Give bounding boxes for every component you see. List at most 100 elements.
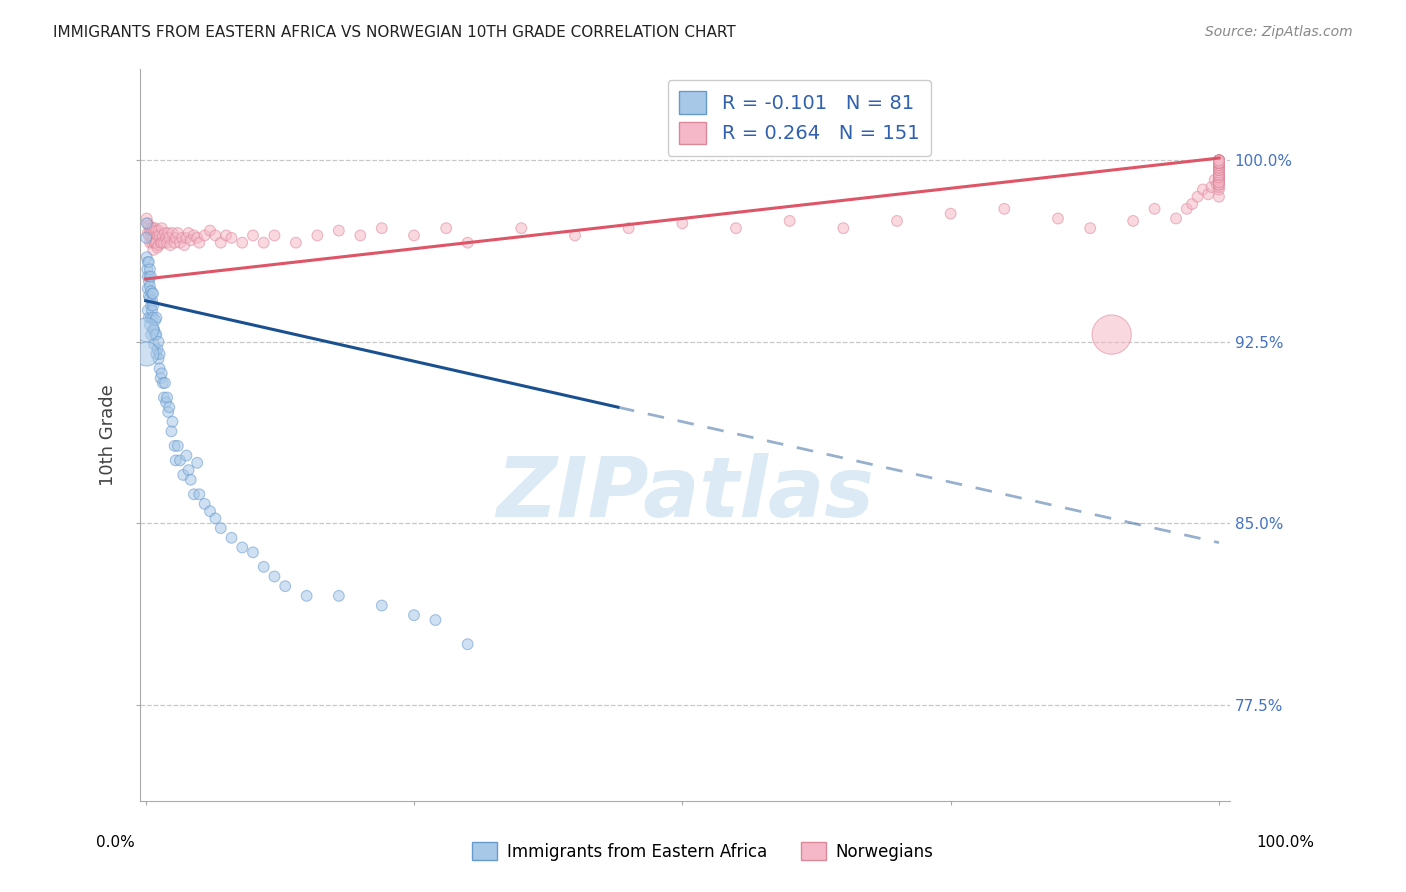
Point	[510, 221, 533, 235]
Point	[198, 224, 221, 238]
Point	[180, 473, 202, 487]
Point	[204, 228, 226, 243]
Point	[1208, 156, 1230, 170]
Point	[1208, 156, 1230, 170]
Point	[263, 228, 285, 243]
Point	[149, 235, 172, 250]
Point	[886, 214, 908, 228]
Text: 100.0%: 100.0%	[1257, 836, 1315, 850]
Point	[1208, 153, 1230, 168]
Point	[180, 233, 202, 247]
Point	[142, 299, 165, 313]
Point	[295, 589, 318, 603]
Point	[1208, 170, 1230, 185]
Point	[136, 269, 159, 284]
Point	[139, 235, 162, 250]
Point	[141, 293, 163, 308]
Point	[1208, 168, 1230, 182]
Legend: Immigrants from Eastern Africa, Norwegians: Immigrants from Eastern Africa, Norwegia…	[465, 836, 941, 868]
Point	[1208, 156, 1230, 170]
Point	[1208, 182, 1230, 196]
Text: IMMIGRANTS FROM EASTERN AFRICA VS NORWEGIAN 10TH GRADE CORRELATION CHART: IMMIGRANTS FROM EASTERN AFRICA VS NORWEG…	[53, 25, 737, 40]
Point	[1208, 153, 1230, 168]
Point	[153, 376, 176, 390]
Point	[1208, 165, 1230, 179]
Point	[402, 228, 425, 243]
Point	[231, 541, 253, 555]
Point	[1208, 163, 1230, 178]
Point	[145, 327, 167, 342]
Point	[1208, 175, 1230, 189]
Point	[993, 202, 1015, 216]
Point	[1192, 182, 1215, 196]
Text: 0.0%: 0.0%	[96, 836, 135, 850]
Point	[156, 235, 179, 250]
Text: ZIPatlas: ZIPatlas	[496, 453, 875, 534]
Point	[1175, 202, 1198, 216]
Point	[153, 235, 176, 250]
Point	[143, 323, 166, 337]
Point	[564, 228, 586, 243]
Point	[143, 327, 166, 342]
Point	[145, 347, 167, 361]
Point	[142, 286, 165, 301]
Point	[1208, 168, 1230, 182]
Point	[1208, 156, 1230, 170]
Point	[307, 228, 329, 243]
Point	[188, 235, 211, 250]
Point	[150, 367, 173, 381]
Point	[425, 613, 447, 627]
Point	[457, 235, 479, 250]
Point	[1208, 156, 1230, 170]
Point	[1122, 214, 1144, 228]
Point	[1208, 153, 1230, 168]
Point	[136, 262, 159, 277]
Point	[135, 250, 157, 264]
Point	[139, 291, 162, 305]
Point	[1046, 211, 1069, 226]
Point	[1208, 163, 1230, 178]
Point	[142, 310, 165, 325]
Point	[1208, 153, 1230, 168]
Point	[169, 453, 191, 467]
Point	[1208, 153, 1230, 168]
Point	[198, 504, 221, 518]
Point	[1197, 187, 1219, 202]
Point	[135, 347, 157, 361]
Point	[153, 391, 176, 405]
Point	[1208, 168, 1230, 182]
Point	[143, 221, 166, 235]
Point	[1208, 163, 1230, 178]
Point	[1208, 175, 1230, 189]
Point	[153, 226, 176, 240]
Point	[139, 299, 162, 313]
Point	[434, 221, 457, 235]
Point	[141, 303, 163, 318]
Point	[143, 235, 166, 250]
Point	[779, 214, 801, 228]
Point	[1164, 211, 1187, 226]
Point	[1208, 156, 1230, 170]
Point	[1201, 180, 1223, 194]
Point	[166, 439, 188, 453]
Point	[135, 211, 157, 226]
Point	[194, 497, 217, 511]
Point	[148, 238, 170, 252]
Point	[139, 224, 162, 238]
Point	[163, 235, 186, 250]
Point	[1208, 153, 1230, 168]
Point	[1208, 190, 1230, 204]
Point	[832, 221, 855, 235]
Point	[349, 228, 371, 243]
Point	[146, 240, 169, 254]
Point	[371, 221, 394, 235]
Point	[172, 231, 194, 245]
Point	[617, 221, 640, 235]
Point	[146, 342, 169, 356]
Point	[209, 521, 232, 535]
Point	[1208, 173, 1230, 187]
Point	[457, 637, 479, 651]
Point	[1078, 221, 1101, 235]
Point	[165, 453, 187, 467]
Point	[135, 323, 157, 337]
